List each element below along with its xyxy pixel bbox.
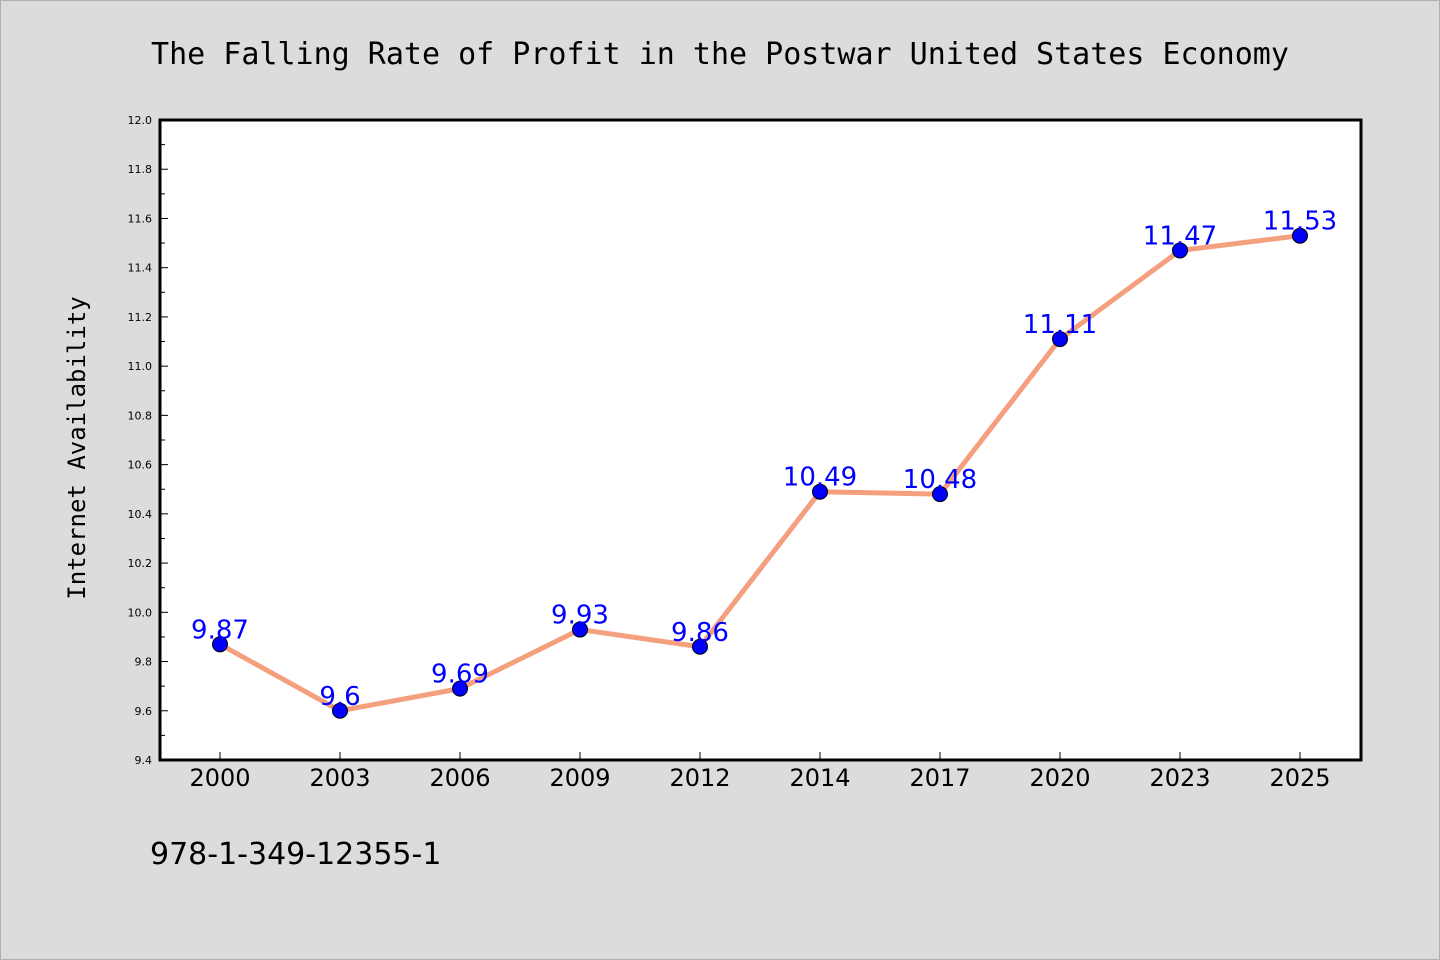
x-tick-label: 2014 — [789, 764, 850, 792]
plot-border — [158, 118, 1363, 762]
footer-code: 978-1-349-12355-1 — [150, 837, 441, 872]
data-point — [452, 680, 468, 697]
x-tick-label: 2000 — [189, 764, 250, 792]
x-tick-label: 2025 — [1269, 764, 1330, 792]
y-tick-label: 11.6 — [128, 212, 153, 225]
y-tick-label: 10.4 — [128, 508, 153, 521]
data-point — [812, 483, 828, 500]
x-axis: 2000 2003 2006 2009 2012 2014 2017 2020 2023 2025 — [189, 752, 1331, 792]
chart-title: The Falling Rate of Profit in the Postwa… — [151, 37, 1289, 72]
data-labels-group: 9.87 9.6 9.69 9.93 9.86 10.49 10.48 11.11 11.47 1… — [191, 207, 1337, 712]
data-label: 9.87 — [191, 615, 249, 645]
data-point — [1292, 227, 1308, 244]
x-tick-label: 2006 — [429, 764, 490, 792]
data-label: 11.47 — [1143, 221, 1217, 251]
data-label: 11.53 — [1263, 207, 1337, 237]
x-tick-label: 2012 — [669, 764, 730, 792]
data-point — [692, 638, 708, 655]
series-line-group — [218, 233, 1301, 714]
y-tick-label: 9.6 — [135, 705, 153, 718]
x-tick-label: 2009 — [549, 764, 610, 792]
data-label: 9.69 — [431, 660, 489, 690]
y-tick-label: 9.4 — [135, 754, 153, 767]
data-label: 10.48 — [903, 465, 977, 495]
data-label: 9.93 — [551, 601, 609, 631]
y-axis-label: Internet Availability — [63, 296, 91, 599]
y-tick-label: 10.0 — [128, 606, 153, 619]
y-tick-label: 10.8 — [128, 409, 153, 422]
y-tick-label: 9.8 — [135, 656, 153, 669]
y-tick-label: 10.6 — [128, 459, 153, 472]
y-tick-label: 11.8 — [128, 163, 153, 176]
data-label: 9.6 — [319, 682, 360, 712]
data-point — [572, 621, 588, 638]
data-label: 9.86 — [671, 618, 729, 648]
y-tick-label: 11.2 — [128, 311, 153, 324]
x-tick-label: 2023 — [1149, 764, 1210, 792]
series-points-group — [212, 227, 1308, 719]
x-tick-label: 2017 — [909, 764, 970, 792]
y-axis: 9.4 9.6 9.8 10.0 10.2 10.4 10.6 10.8 11.0 11.2 11.… — [128, 114, 168, 767]
data-point — [1172, 242, 1188, 259]
data-label: 10.49 — [783, 463, 857, 493]
data-point — [932, 486, 948, 503]
plot-area — [160, 120, 1361, 760]
data-point — [1052, 331, 1068, 348]
y-tick-label: 10.2 — [128, 557, 153, 570]
y-tick-label: 11.4 — [128, 262, 153, 275]
data-point — [212, 636, 228, 653]
y-tick-label: 12.0 — [128, 114, 153, 127]
data-label: 11.11 — [1023, 310, 1097, 340]
x-tick-label: 2003 — [309, 764, 370, 792]
data-point — [332, 702, 348, 719]
series-line — [218, 233, 1301, 714]
y-tick-label: 11.0 — [128, 360, 153, 373]
x-tick-label: 2020 — [1029, 764, 1090, 792]
